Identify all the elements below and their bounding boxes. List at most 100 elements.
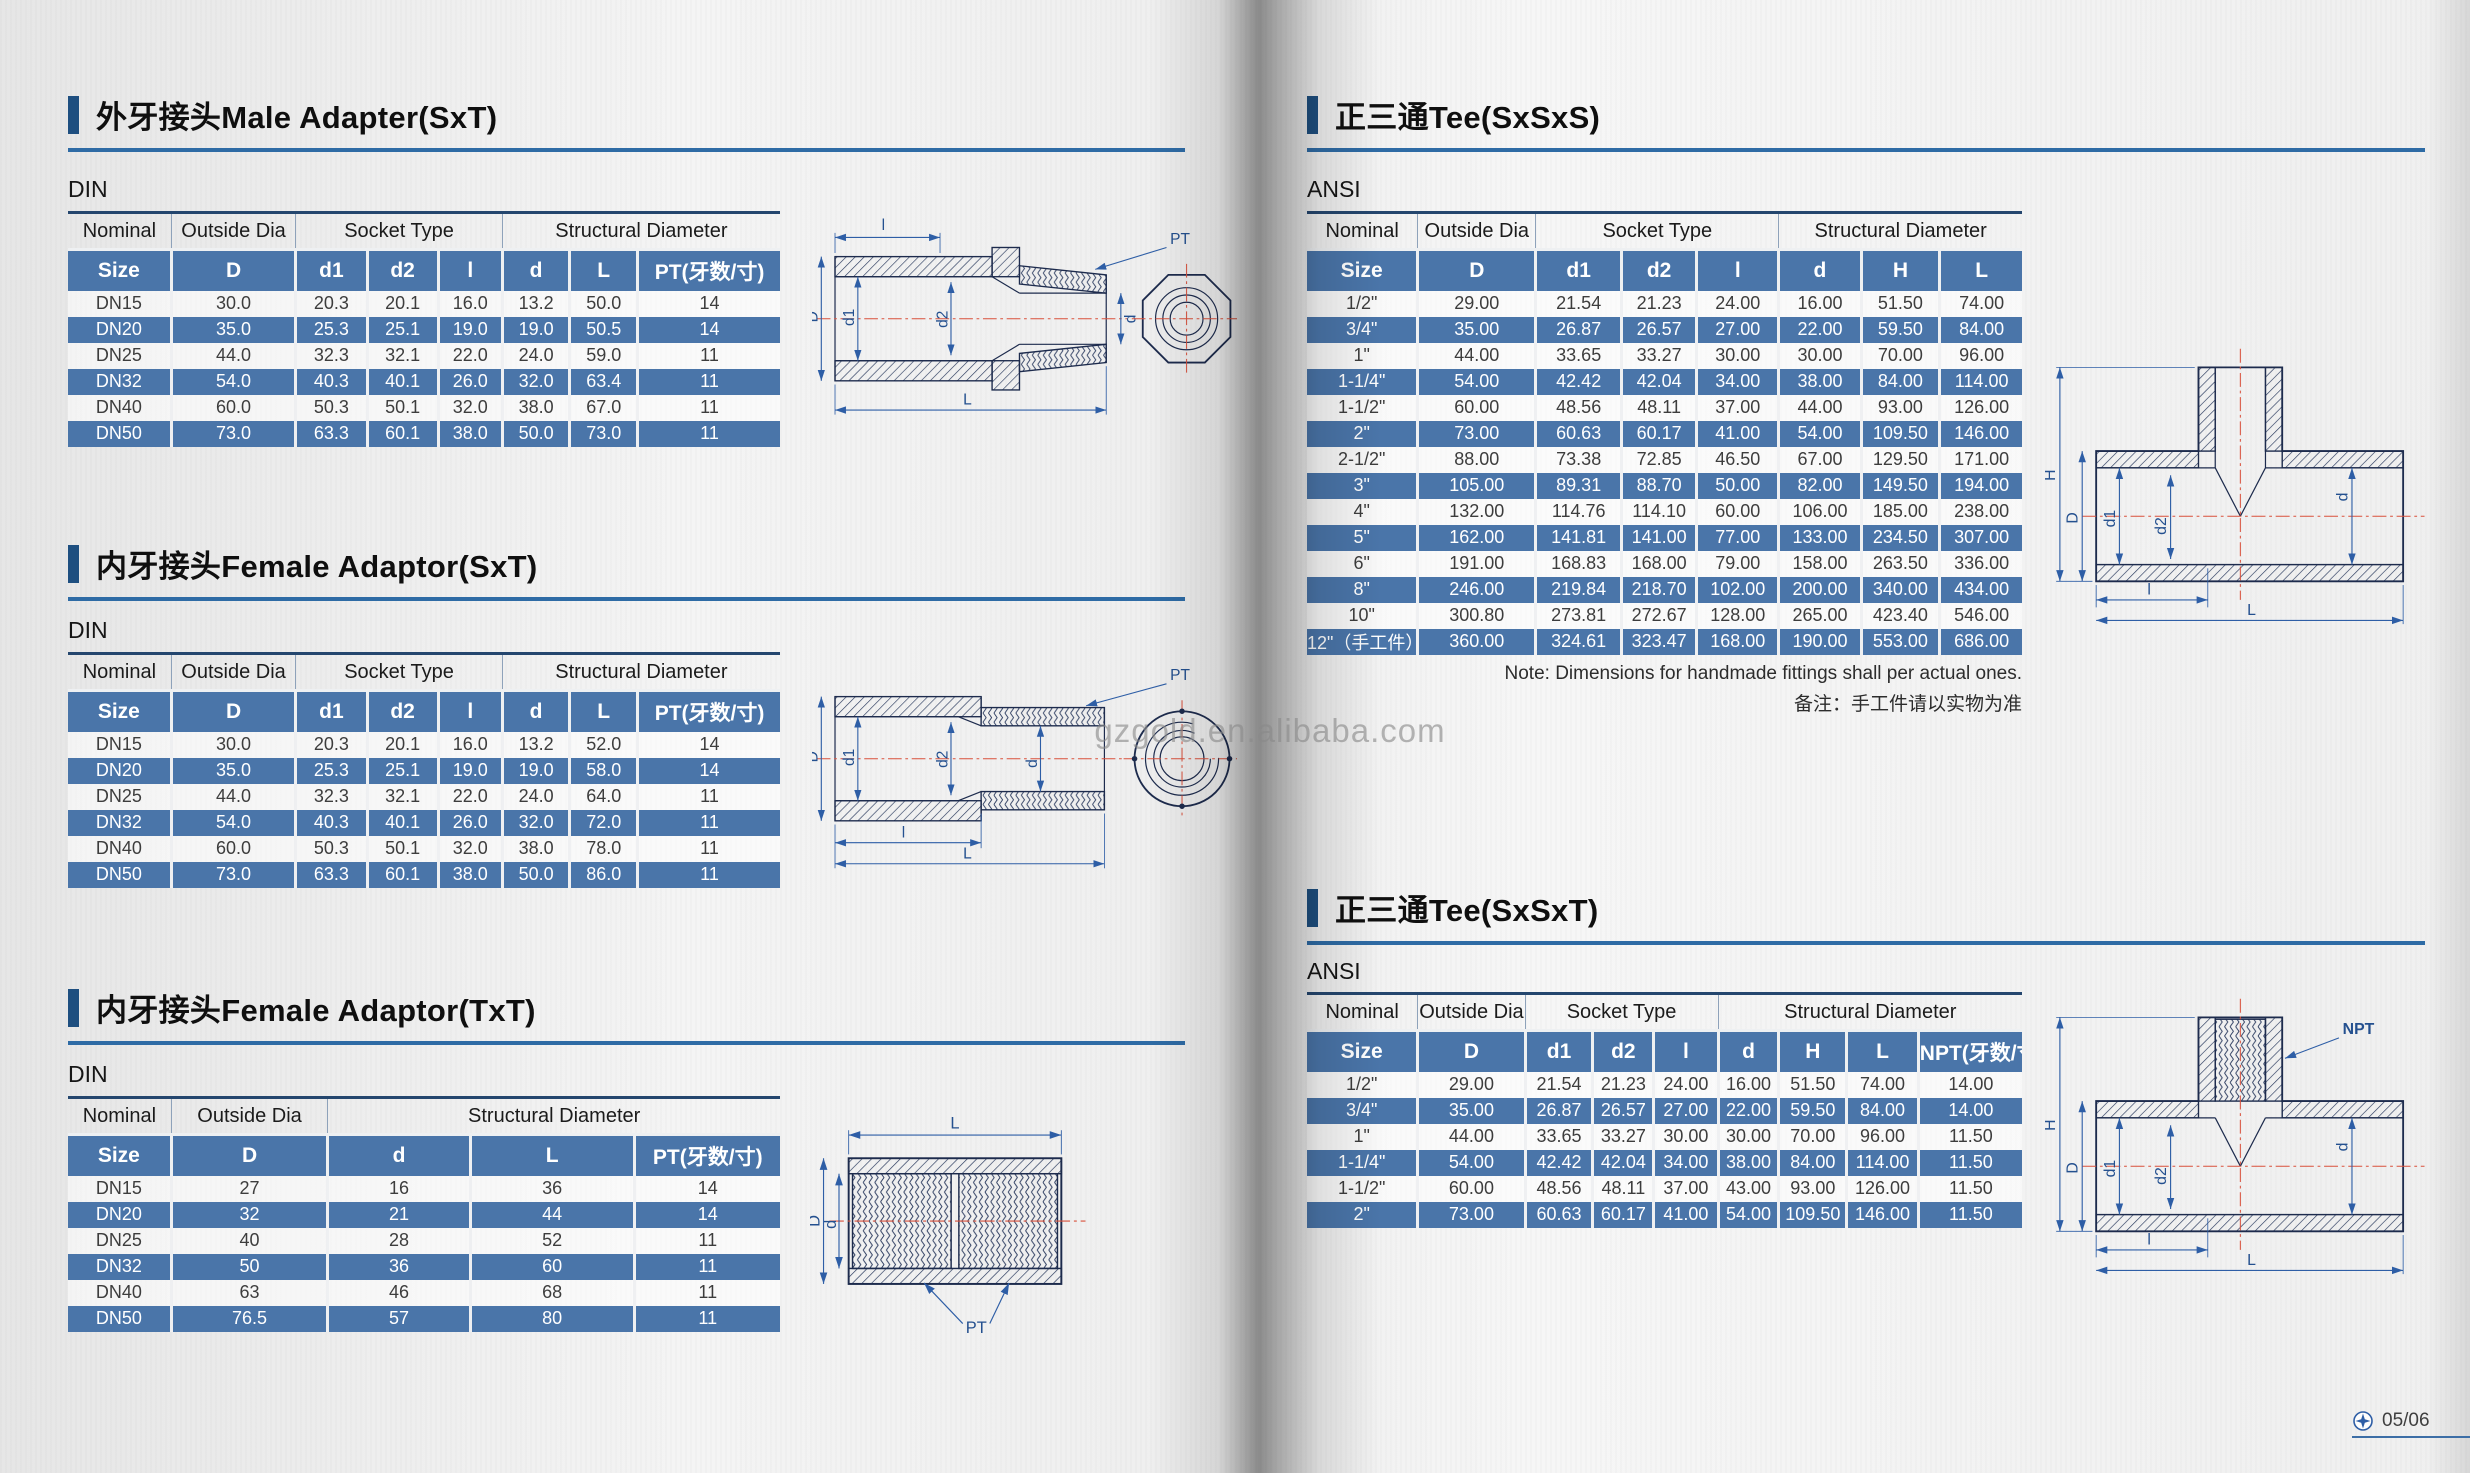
table-cell: 44.0 <box>169 342 296 369</box>
table-cell: 30.00 <box>1716 1123 1779 1150</box>
tee-npt-section-view: NPT H D d1 d2 d l L <box>2045 998 2425 1275</box>
table-cell: DN25 <box>68 1227 172 1254</box>
table-cell: 168.00 <box>1695 628 1779 655</box>
table-cell: 11.50 <box>1916 1201 2022 1228</box>
table-cell: 32.1 <box>365 783 439 810</box>
table-cell: 11 <box>636 783 780 810</box>
column-group-row: Nominal Outside Dia Socket Type Structural … <box>1307 212 2022 251</box>
table-cell: 26.57 <box>1620 316 1697 343</box>
table-cell: 40 <box>169 1227 328 1254</box>
column-header: d1 <box>294 249 368 291</box>
column-group-header: Nominal <box>68 212 172 251</box>
table-cell: 33.27 <box>1620 342 1697 369</box>
table-row: 4" 132.00 114.76 114.10 60.00 106.00 185.00 238… <box>1307 498 2022 525</box>
table-cell: 2" <box>1307 1201 1418 1228</box>
table-cell: 25.1 <box>365 757 439 784</box>
table-cell: 5" <box>1307 524 1418 551</box>
section-title-zh: 内牙接头 <box>96 993 222 1028</box>
table-cell: 11 <box>636 420 780 447</box>
table-cell: 50.1 <box>365 394 439 421</box>
table-cell: 16.00 <box>1777 290 1862 317</box>
compass-icon <box>2353 1411 2373 1431</box>
table-cell: 21.54 <box>1523 1071 1593 1098</box>
table-cell: 50.3 <box>294 835 368 862</box>
table-cell: DN15 <box>68 731 172 758</box>
note-line-en: Note: Dimensions for handmade fittings s… <box>1504 663 2023 684</box>
section-title-en: Tee(SxSxS) <box>1428 100 1601 135</box>
table-cell: 44.00 <box>1416 342 1536 369</box>
column-header: d1 <box>1523 1030 1593 1072</box>
table-cell: 52 <box>468 1227 634 1254</box>
table-cell: 246.00 <box>1416 576 1536 603</box>
table-cell: 51.50 <box>1777 1071 1847 1098</box>
table-cell: 1-1/4" <box>1307 1149 1418 1176</box>
column-header: D <box>1416 249 1536 291</box>
table-cell: 54.00 <box>1777 420 1862 447</box>
spec-table: Nominal Outside Dia Socket Type Structural … <box>68 211 780 447</box>
table-row: 2" 73.00 60.63 60.17 41.00 54.00 109.50 146.00 <box>1307 420 2022 447</box>
section-title-male-adapter-sxt: 外牙接头Male Adapter(SxT) <box>68 92 1185 152</box>
table-cell: 34.00 <box>1695 368 1779 395</box>
table-cell: 26.0 <box>436 809 503 836</box>
table-cell: 54.00 <box>1416 1149 1526 1176</box>
column-header: d2 <box>1591 1030 1654 1072</box>
column-header: Size <box>68 1134 172 1176</box>
table-cell: 30.0 <box>169 290 296 317</box>
table-cell: 14 <box>636 290 780 317</box>
column-header: d <box>1716 1030 1779 1072</box>
table-cell: 26.87 <box>1534 316 1622 343</box>
table-cell: 46.50 <box>1695 446 1779 473</box>
table-cell: 190.00 <box>1777 628 1862 655</box>
table-cell: 102.00 <box>1695 576 1779 603</box>
dim-label-d2: d2 <box>2153 517 2170 535</box>
table-cell: 234.50 <box>1859 524 1940 551</box>
table-cell: 74.00 <box>1845 1071 1919 1098</box>
table-cell: 14 <box>636 731 780 758</box>
dim-label-D: D <box>812 751 822 762</box>
table-cell: 42.42 <box>1534 368 1622 395</box>
table-cell: 21.23 <box>1620 290 1697 317</box>
table-row: 10" 300.80 273.81 272.67 128.00 265.00 423.40 5… <box>1307 602 2022 629</box>
table-cell: 54.00 <box>1416 368 1536 395</box>
section-heading: 正三通Tee(SxSxS) <box>1335 92 1600 137</box>
female-adaptor-txt-table: Nominal Outside Dia Structural Diameter Siz… <box>68 1096 780 1332</box>
table-cell: 25.3 <box>294 757 368 784</box>
dim-label-pt: PT <box>1170 667 1190 684</box>
dim-label-d: d <box>2334 493 2351 502</box>
table-row: DN15 30.0 20.3 20.1 16.0 13.2 52.0 14 <box>68 731 780 758</box>
column-header: d <box>500 249 570 291</box>
table-cell: 44.0 <box>169 783 296 810</box>
table-cell: 686.00 <box>1938 628 2022 655</box>
standard-label: DIN <box>68 176 108 202</box>
table-cell: 84.00 <box>1859 368 1940 395</box>
table-cell: 32.1 <box>365 342 439 369</box>
table-cell: 10" <box>1307 602 1418 629</box>
table-cell: 50.0 <box>500 420 570 447</box>
spec-table: Nominal Outside Dia Structural Diameter Siz… <box>68 1096 780 1332</box>
table-cell: 126.00 <box>1845 1175 1919 1202</box>
table-cell: 21.23 <box>1591 1071 1654 1098</box>
table-cell: 336.00 <box>1938 550 2022 577</box>
table-cell: 218.70 <box>1620 576 1697 603</box>
column-group-header: Structural Diameter <box>1778 212 2022 251</box>
table-cell: DN40 <box>68 835 172 862</box>
column-header: d <box>1777 249 1862 291</box>
spec-table: Nominal Outside Dia Socket Type Structural … <box>68 652 780 888</box>
standard-label: DIN <box>68 1061 108 1087</box>
table-cell: 38.0 <box>436 420 503 447</box>
table-cell: 146.00 <box>1938 420 2022 447</box>
table-cell: 50.1 <box>365 835 439 862</box>
title-accent-bar <box>68 95 79 134</box>
table-cell: 68 <box>468 1279 634 1306</box>
column-header: d2 <box>1620 249 1697 291</box>
table-cell: 52.0 <box>568 731 638 758</box>
table-cell: 60.17 <box>1620 420 1697 447</box>
table-cell: 553.00 <box>1859 628 1940 655</box>
tee-section-view: H D d1 d2 d l L <box>2045 348 2425 625</box>
table-row: DN25 44.0 32.3 32.1 22.0 24.0 59.0 11 <box>68 342 780 369</box>
page-number-text: 05/06 <box>2382 1410 2430 1431</box>
section-title-zh: 正三通 <box>1335 893 1429 928</box>
table-cell: 24.00 <box>1695 290 1779 317</box>
female-adaptor-sxt-diagram: PT D d1 d2 d l L <box>812 667 1237 869</box>
table-cell: 59.50 <box>1859 316 1940 343</box>
